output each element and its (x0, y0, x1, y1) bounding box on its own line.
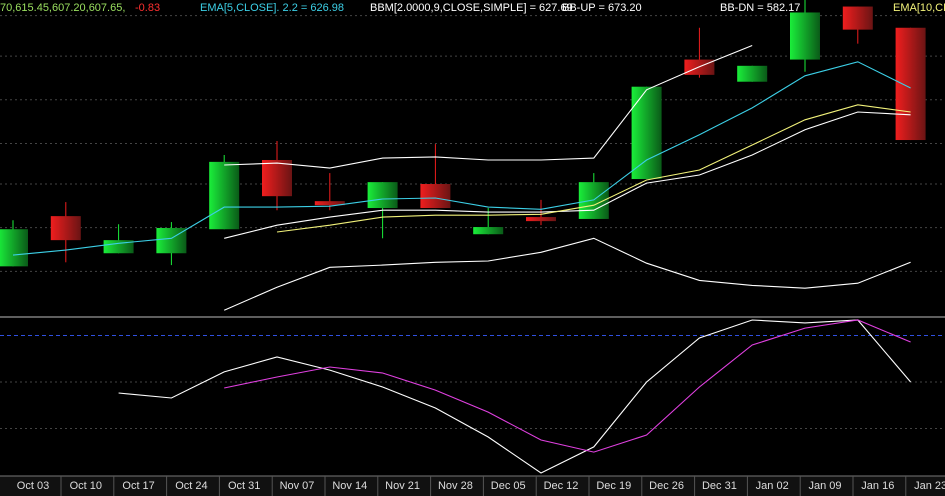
indicator-line (276, 104, 911, 233)
x-tick-label: Oct 10 (70, 480, 102, 492)
candle-body (842, 6, 873, 30)
x-tick-label: Dec 31 (702, 480, 737, 492)
legend-entry: BBM[2.0000,9,CLOSE,SIMPLE] = 627.69 (370, 2, 573, 14)
indicator-line (223, 237, 911, 311)
x-tick-label: Nov 21 (385, 480, 420, 492)
x-tick-label: Dec 05 (491, 480, 526, 492)
header-ohlc: 70,615.45,607.20,607.65, (0, 2, 125, 14)
x-tick-label: Jan 23 (914, 480, 945, 492)
candle-body (262, 159, 292, 197)
candle-body (631, 86, 662, 180)
candle-body (314, 201, 345, 206)
x-tick-label: Nov 14 (332, 480, 367, 492)
x-tick-label: Nov 07 (280, 480, 315, 492)
header-change: -0.83 (135, 2, 160, 14)
indicator-line (224, 44, 753, 169)
candle-body (473, 227, 504, 235)
legend-entry: EMA[5,CLOSE]. 2.2 = 626.98 (200, 2, 344, 14)
x-axis-band (0, 476, 945, 496)
candle-body (0, 229, 28, 267)
candle-body (103, 240, 134, 254)
x-tick-label: Jan 09 (808, 480, 841, 492)
candle-body (209, 161, 240, 230)
x-tick-label: Dec 12 (544, 480, 579, 492)
candle-body (50, 216, 81, 241)
candle-body (420, 184, 451, 209)
legend-entry: BB-UP = 673.20 (562, 2, 642, 14)
indicator-line (12, 61, 911, 256)
x-tick-label: Dec 26 (649, 480, 684, 492)
x-tick-label: Jan 02 (756, 480, 789, 492)
candle-body (895, 27, 926, 141)
x-tick-label: Nov 28 (438, 480, 473, 492)
candle-body (737, 65, 768, 82)
x-tick-label: Dec 19 (596, 480, 631, 492)
indicator-line (224, 319, 911, 453)
candle-body (367, 182, 398, 209)
indicator-line (224, 111, 911, 239)
legend-entry: EMA[10,CL (893, 2, 945, 14)
candle-body (790, 12, 820, 60)
indicator-line (118, 319, 912, 474)
candle-body (526, 217, 556, 222)
legend-entry: BB-DN = 582.17 (720, 2, 800, 14)
x-tick-label: Oct 03 (17, 480, 49, 492)
x-tick-label: Oct 31 (228, 480, 260, 492)
x-tick-label: Jan 16 (861, 480, 894, 492)
x-tick-label: Oct 24 (175, 480, 207, 492)
x-tick-label: Oct 17 (122, 480, 154, 492)
